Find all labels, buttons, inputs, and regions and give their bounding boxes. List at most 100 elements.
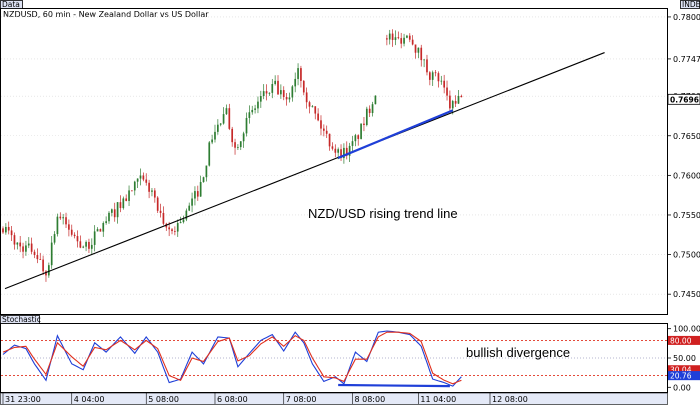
candle-body	[348, 145, 351, 156]
stochastic-tab[interactable]	[0, 315, 40, 324]
candle-body	[205, 165, 208, 178]
candle-body	[16, 242, 19, 245]
candle-body	[10, 230, 13, 236]
stochastic-last-d-label: 30.04	[670, 366, 692, 375]
candle-body	[122, 198, 125, 209]
candle-body	[59, 216, 62, 219]
candle-body	[196, 191, 199, 197]
candle-body	[262, 91, 265, 97]
candle-body	[337, 149, 340, 153]
candle-body	[417, 47, 420, 53]
candle-body	[351, 141, 354, 146]
candle-body	[345, 147, 348, 156]
candle-body	[374, 95, 377, 105]
stochastic-flag-label: 80.00	[670, 336, 692, 345]
trend-line-annotation: NZD/USD rising trend line	[308, 206, 458, 221]
candle-body	[90, 244, 93, 249]
candle-body	[225, 108, 228, 115]
candle-body	[277, 80, 279, 95]
candle-body	[291, 86, 294, 98]
time-tick-label: 7 08:00	[286, 395, 317, 404]
candle-body	[27, 243, 30, 246]
candle-body	[391, 33, 394, 40]
candle-body	[171, 229, 173, 232]
data-tab[interactable]	[0, 0, 23, 9]
stochastic-divergence-line	[338, 383, 450, 388]
candle-body	[311, 106, 314, 108]
candle-body	[148, 182, 150, 192]
price-tick-label: 0.7800	[673, 13, 700, 22]
candle-body	[408, 35, 411, 40]
candle-body	[443, 80, 446, 88]
candle-body	[93, 231, 96, 245]
candle-body	[96, 229, 99, 232]
candle-body	[363, 123, 365, 125]
candle-body	[128, 190, 130, 201]
candle-body	[73, 234, 76, 237]
candle-body	[237, 147, 239, 148]
candle-body	[371, 104, 374, 114]
candle-body	[159, 210, 162, 213]
candle-body	[22, 246, 24, 252]
candle-body	[437, 73, 440, 82]
candle-body	[386, 38, 388, 40]
candle-body	[179, 222, 182, 224]
candle-body	[325, 130, 328, 134]
time-axis: 31 23:00 4 04:00 5 08:00 6 08:00 7 08:00 8 08…	[0, 392, 668, 405]
candle-body	[56, 216, 59, 235]
stochastic-tab-label: Stochastic	[2, 315, 41, 324]
candle-body	[368, 108, 371, 114]
candle-body	[265, 91, 268, 94]
candle-body	[182, 219, 185, 223]
candle-body	[30, 243, 33, 252]
price-trend-lines	[4, 52, 605, 290]
time-tick-label: 4 04:00	[74, 395, 105, 404]
stochastic-last-k-flag	[668, 371, 700, 381]
candle-body	[153, 190, 156, 198]
candle-body	[145, 179, 148, 183]
candle-body	[423, 59, 425, 61]
candle-body	[406, 35, 408, 38]
candle-body	[194, 191, 196, 199]
stochastic-80-flag	[668, 335, 700, 345]
candle-body	[414, 44, 417, 53]
candle-body	[111, 209, 113, 213]
candle-body	[285, 97, 288, 100]
candle-body	[116, 202, 119, 218]
candle-body	[451, 101, 454, 109]
candle-body	[108, 212, 110, 222]
candle-body	[47, 265, 50, 276]
candle-body	[82, 246, 85, 248]
stochastic-d-line	[2, 331, 462, 385]
time-tick-label: 6 08:00	[217, 395, 248, 404]
candlestick-series	[2, 29, 463, 282]
candle-body	[340, 149, 342, 159]
candle-body	[434, 72, 437, 74]
candle-body	[259, 96, 262, 102]
candle-body	[25, 245, 27, 252]
candle-body	[280, 90, 282, 95]
candle-body	[317, 113, 319, 121]
candle-body	[125, 198, 128, 201]
candle-body	[39, 259, 42, 260]
stochastic-tick-label: 100.00	[673, 325, 700, 334]
candle-body	[400, 38, 403, 44]
candle-body	[251, 109, 254, 113]
candle-body	[191, 198, 193, 206]
candle-body	[440, 80, 443, 82]
price-tick-label: 0.7600	[673, 171, 700, 180]
candle-body	[314, 106, 317, 114]
candle-body	[446, 87, 448, 96]
candle-body	[151, 190, 153, 192]
stochastic-k-line	[2, 330, 462, 387]
candle-body	[202, 177, 205, 183]
candle-body	[411, 39, 414, 45]
candle-body	[388, 33, 391, 40]
candle-body	[19, 242, 22, 247]
candle-body	[65, 217, 67, 225]
candle-body	[119, 202, 122, 209]
candle-body	[231, 128, 234, 143]
candle-body	[457, 95, 460, 104]
